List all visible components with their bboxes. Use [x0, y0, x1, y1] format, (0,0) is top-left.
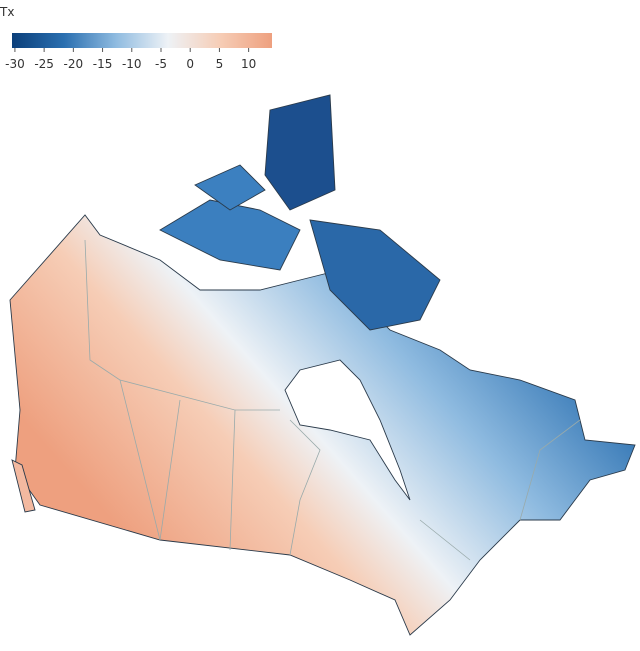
legend-tick-label: 5	[216, 57, 224, 71]
arctic-island	[194, 164, 266, 211]
arctic-island	[309, 219, 441, 331]
legend-tick-label: -20	[64, 57, 84, 71]
province-border	[84, 239, 581, 561]
legend-tick-label: 10	[241, 57, 256, 71]
arctic-island	[264, 94, 336, 211]
legend-tick-label: -15	[93, 57, 113, 71]
legend-tick-label: -5	[155, 57, 167, 71]
legend-tick-label: -10	[122, 57, 142, 71]
color-bar	[12, 33, 272, 48]
legend-tick-label: -30	[5, 57, 25, 71]
legend-title: Tx	[0, 5, 14, 19]
map	[9, 94, 636, 636]
legend-tick-label: -25	[34, 57, 54, 71]
hudson-bay	[284, 359, 411, 501]
arctic-island	[159, 199, 301, 271]
island	[11, 459, 36, 513]
legend-tick-label: 0	[186, 57, 194, 71]
